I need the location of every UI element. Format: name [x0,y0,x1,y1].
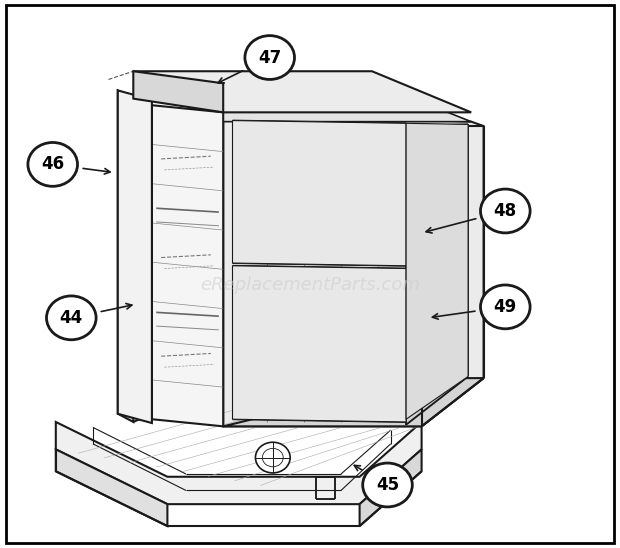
Text: 46: 46 [41,156,64,173]
Polygon shape [232,121,406,266]
Polygon shape [118,90,152,423]
Circle shape [480,285,530,329]
Text: 45: 45 [376,476,399,494]
Circle shape [46,296,96,340]
Circle shape [480,189,530,233]
Circle shape [363,463,412,507]
Circle shape [245,36,294,79]
Polygon shape [118,90,133,422]
Polygon shape [223,112,484,426]
Polygon shape [133,71,223,112]
Text: 47: 47 [258,49,281,66]
Polygon shape [56,449,167,526]
Polygon shape [232,266,406,422]
Polygon shape [360,449,422,526]
Circle shape [262,448,283,467]
Text: 44: 44 [60,309,83,327]
Polygon shape [133,71,471,112]
Polygon shape [223,378,484,426]
Circle shape [255,442,290,473]
Polygon shape [152,105,223,426]
Polygon shape [406,123,468,419]
Polygon shape [133,82,471,122]
Text: 48: 48 [494,202,517,220]
Text: eReplacementParts.com: eReplacementParts.com [200,276,420,294]
Polygon shape [56,422,422,504]
Circle shape [28,142,78,186]
Text: 49: 49 [494,298,517,316]
